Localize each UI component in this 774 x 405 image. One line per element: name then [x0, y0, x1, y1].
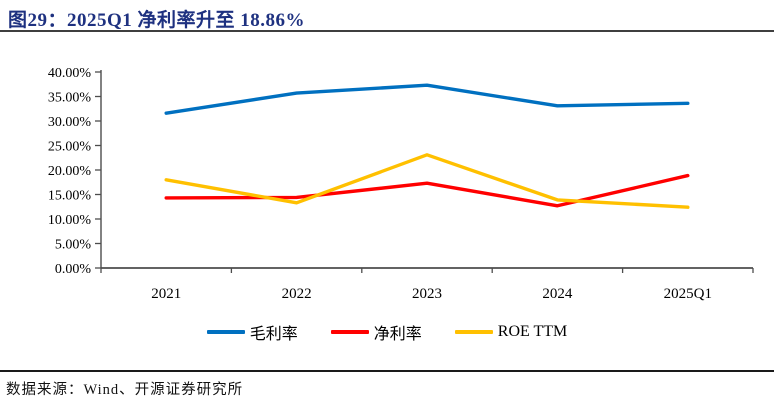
legend-label: 毛利率: [249, 326, 298, 343]
legend-item-gross-margin: 毛利率: [206, 320, 298, 344]
net-margin-line-icon: [330, 330, 369, 334]
x-tick-label: 2023: [412, 286, 442, 302]
legend-label: ROE TTM: [497, 323, 568, 340]
y-tick-label: 0.00%: [55, 262, 92, 277]
y-tick-label: 35.00%: [48, 91, 92, 106]
series-line: [164, 83, 690, 115]
data-source: 数据来源：Wind、开源证券研究所: [6, 382, 244, 398]
x-tick-label: 2021: [151, 286, 181, 302]
x-tick-label: 2025Q1: [664, 286, 712, 302]
roe-ttm-line-icon: [454, 330, 493, 334]
legend-item-roe-ttm: ROE TTM: [454, 323, 568, 341]
y-tick-label: 10.00%: [48, 213, 92, 228]
figure-title: 图29：2025Q1 净利率升至 18.86%: [8, 10, 306, 31]
y-tick-label: 5.00%: [55, 238, 92, 253]
footer-divider: [0, 370, 774, 372]
gross-margin-line-icon: [206, 330, 245, 334]
x-tick-label: 2024: [542, 286, 573, 302]
chart-legend: 毛利率 净利率 ROE TTM: [0, 320, 774, 344]
legend-label: 净利率: [373, 326, 422, 343]
legend-item-net-margin: 净利率: [330, 320, 422, 344]
y-tick-label: 40.00%: [48, 66, 92, 81]
y-tick-label: 20.00%: [48, 164, 92, 179]
series-line: [164, 173, 690, 208]
x-tick-label: 2022: [282, 286, 312, 302]
chart-canvas: 0.00% 5.00% 10.00% 15.00% 20.00% 25.00% 30.00%…: [48, 66, 754, 302]
header-divider: [0, 30, 774, 32]
series-line: [164, 153, 690, 209]
line-chart: 0.00% 5.00% 10.00% 15.00% 20.00% 25.00% 30.00%…: [0, 36, 774, 306]
y-tick-label: 30.00%: [48, 115, 92, 130]
y-tick-label: 15.00%: [48, 189, 92, 204]
y-tick-label: 25.00%: [48, 140, 92, 155]
